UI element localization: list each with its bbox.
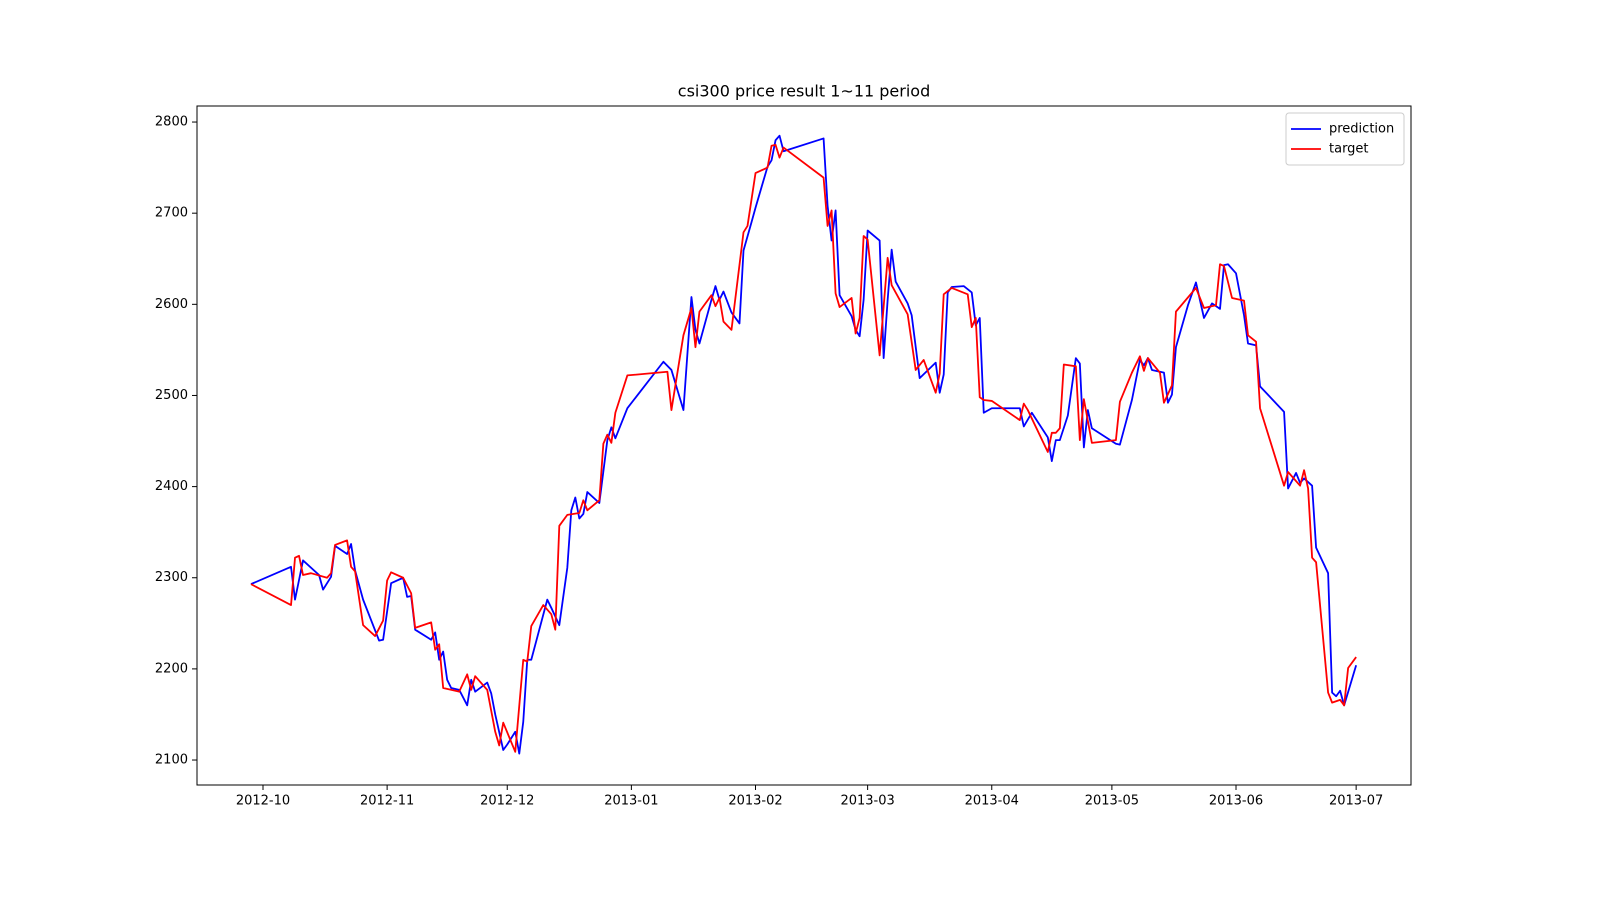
x-tick-label: 2012-11 — [360, 794, 414, 809]
y-tick-label: 2800 — [155, 115, 188, 130]
chart-title: csi300 price result 1~11 period — [678, 82, 930, 101]
legend-label: prediction — [1329, 122, 1394, 137]
y-tick-label: 2100 — [155, 753, 188, 768]
y-tick-label: 2400 — [155, 479, 188, 494]
y-tick-label: 2200 — [155, 661, 188, 676]
y-tick-label: 2700 — [155, 206, 188, 221]
x-tick-label: 2012-12 — [480, 794, 534, 809]
legend-box — [1285, 112, 1405, 166]
x-tick-label: 2013-07 — [1329, 794, 1383, 809]
series-line — [250, 134, 1358, 755]
y-tick-label: 2500 — [155, 388, 188, 403]
legend-label: target — [1329, 142, 1369, 157]
y-tick-label: 2600 — [155, 297, 188, 312]
x-tick-label: 2013-01 — [604, 794, 658, 809]
series-line — [250, 143, 1357, 753]
x-tick-label: 2013-02 — [728, 794, 782, 809]
y-tick-label: 2300 — [155, 570, 188, 585]
plot-frame — [196, 105, 1412, 786]
x-tick-label: 2013-03 — [840, 794, 894, 809]
x-tick-label: 2013-06 — [1209, 794, 1263, 809]
x-tick-label: 2012-10 — [236, 794, 290, 809]
x-tick-label: 2013-05 — [1085, 794, 1139, 809]
x-tick-label: 2013-04 — [965, 794, 1019, 809]
